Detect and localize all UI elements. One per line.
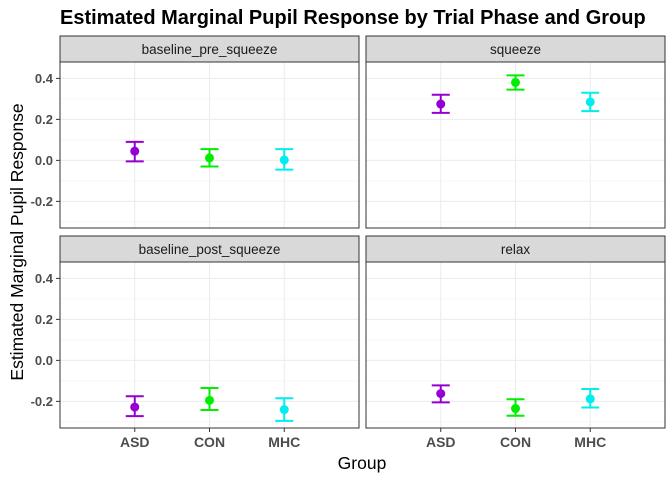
point-ASD [436,389,446,399]
y-tick-label: 0.2 [35,312,53,327]
facet-strip [59,35,360,63]
facet-strip [365,235,666,263]
x-axis-title: Group [338,453,387,473]
point-CON [511,404,520,414]
point-ASD [436,99,446,109]
x-tick-label: ASD [426,434,456,450]
facet-strip [59,235,360,263]
facet-strip-label: squeeze [490,42,541,57]
facet-strip-label: baseline_post_squeeze [139,242,281,257]
chart-title: Estimated Marginal Pupil Response by Tri… [60,7,646,29]
x-tick-label: CON [194,434,225,450]
facet-baseline_pre_squeeze: baseline_pre_squeeze -0.2 0.0 0.2 0.4 [31,35,360,229]
point-CON [205,153,214,163]
facet-strip-label: relax [501,242,531,257]
facet-strip [365,35,666,63]
point-MHC [279,155,289,165]
facet-relax: relax ASD CON MHC [365,235,666,450]
y-tick-label: 0.0 [35,353,53,368]
point-ASD [130,146,140,156]
y-tick-label: -0.2 [31,194,53,209]
point-MHC [279,405,289,415]
y-axis-title: Estimated Marginal Pupil Response [7,103,27,380]
facet-baseline_post_squeeze: baseline_post_squeeze -0.2 0.0 0.2 0.4 ASD CON… [31,235,360,450]
point-MHC [585,97,595,107]
point-ASD [130,402,140,412]
x-tick-label: MHC [268,434,300,450]
point-MHC [585,394,595,404]
y-tick-label: 0.2 [35,112,53,127]
x-tick-label: MHC [574,434,606,450]
x-tick-label: ASD [120,434,150,450]
x-tick-label: CON [500,434,531,450]
y-tick-label: 0.4 [35,71,54,86]
point-CON [511,77,520,87]
facet-squeeze: squeeze [365,35,666,229]
facet-panel-border [365,61,666,229]
facet-panels: baseline_pre_squeeze -0.2 0.0 0.2 0.4 squeeze… [31,35,666,450]
y-tick-label: -0.2 [31,394,53,409]
facet-panel-border [59,61,360,229]
facet-strip-label: baseline_pre_squeeze [142,42,278,57]
y-tick-label: 0.4 [35,271,54,286]
point-CON [205,395,214,405]
y-tick-label: 0.0 [35,153,53,168]
